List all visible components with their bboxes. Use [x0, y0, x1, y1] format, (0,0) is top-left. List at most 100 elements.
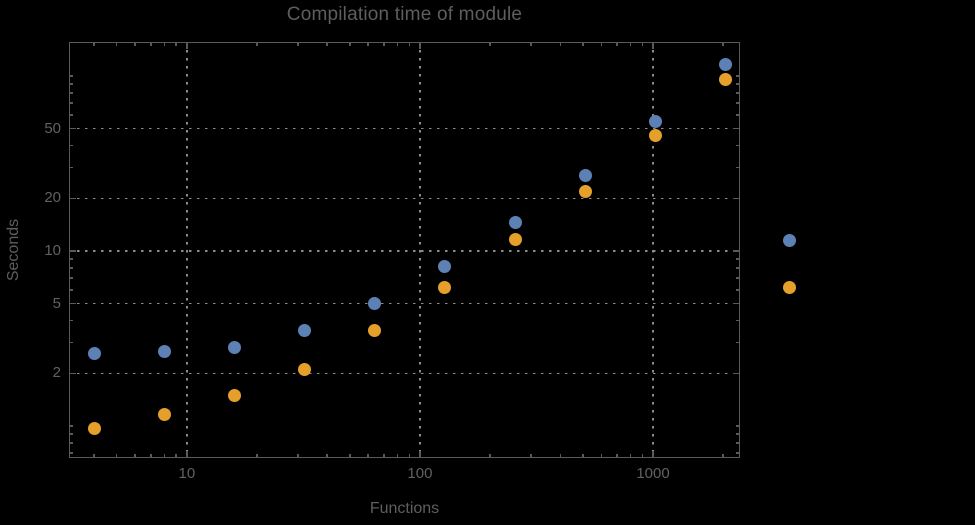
data-point-blue	[157, 345, 171, 359]
y-tick	[69, 197, 76, 200]
y-tick	[69, 258, 73, 260]
x-tick	[408, 42, 411, 46]
x-tick	[115, 42, 118, 46]
y-axis-label: Seconds	[5, 218, 22, 282]
x-tick	[326, 42, 328, 46]
data-point-orange	[157, 407, 171, 421]
gridline-y-20	[69, 197, 740, 200]
x-tick	[652, 42, 654, 49]
legend-marker-blue-series	[783, 234, 796, 247]
x-tick	[383, 42, 385, 46]
x-tick	[256, 454, 258, 458]
y-tick	[736, 267, 740, 269]
y-tick	[69, 302, 76, 305]
y-tick	[736, 319, 740, 322]
x-tick	[530, 42, 532, 46]
y-tick	[69, 425, 73, 427]
x-tick	[256, 42, 258, 46]
gridline-y-10	[69, 250, 740, 252]
y-tick	[69, 289, 73, 291]
x-tick	[367, 42, 369, 46]
x-tick	[616, 454, 618, 458]
data-point-blue	[227, 341, 241, 355]
y-tick	[69, 250, 76, 252]
y-tick	[69, 442, 73, 444]
x-tick	[163, 454, 166, 458]
chart-title: Compilation time of module	[286, 4, 523, 25]
x-tick	[297, 454, 299, 458]
y-tick	[733, 372, 740, 375]
x-tick	[150, 454, 152, 458]
y-tick	[733, 250, 740, 252]
x-tick	[616, 42, 618, 46]
y-tick	[736, 452, 740, 454]
x-tick	[396, 454, 399, 458]
y-tick	[69, 452, 73, 454]
x-tick	[559, 42, 561, 46]
data-point-blue	[648, 114, 662, 128]
y-tick	[733, 302, 740, 305]
y-tick-label-20: 20	[44, 189, 61, 207]
y-tick	[736, 92, 740, 94]
x-tick-label-100: 100	[407, 465, 433, 482]
y-tick	[69, 144, 73, 147]
y-tick	[69, 114, 73, 116]
gridline-x-1000	[652, 42, 654, 458]
y-tick	[736, 83, 740, 85]
x-tick	[652, 451, 654, 458]
x-tick	[186, 451, 188, 458]
y-tick	[69, 341, 73, 344]
x-tick	[297, 42, 299, 46]
data-point-orange	[298, 363, 312, 377]
x-tick	[600, 454, 603, 458]
x-tick	[582, 42, 584, 46]
y-tick	[69, 372, 76, 375]
data-point-orange	[508, 232, 522, 246]
data-point-blue	[578, 169, 592, 183]
y-tick-label-5: 5	[52, 294, 61, 312]
gridline-x-100	[419, 42, 421, 458]
data-point-orange	[719, 72, 733, 86]
x-tick	[150, 42, 152, 46]
x-tick	[349, 454, 351, 458]
y-tick	[69, 277, 73, 279]
y-tick-label-2: 2	[52, 364, 61, 382]
data-point-blue	[438, 259, 452, 273]
y-tick	[69, 433, 73, 435]
plot-area	[69, 42, 740, 458]
x-tick	[419, 42, 421, 49]
y-tick	[69, 267, 73, 269]
x-tick	[629, 454, 632, 458]
y-tick	[736, 114, 740, 116]
gridline-x-10	[186, 42, 188, 458]
x-tick	[582, 454, 584, 458]
x-tick	[115, 454, 118, 458]
x-tick	[489, 42, 491, 46]
data-point-orange	[87, 421, 101, 435]
x-tick	[175, 454, 177, 458]
y-tick	[736, 166, 740, 169]
x-tick	[600, 42, 603, 46]
y-tick	[733, 197, 740, 200]
x-tick	[396, 42, 399, 46]
x-tick	[349, 42, 351, 46]
y-tick	[69, 75, 73, 77]
x-tick	[408, 454, 411, 458]
y-tick	[69, 166, 73, 169]
x-tick	[134, 454, 136, 458]
y-tick	[69, 83, 73, 85]
y-tick	[736, 341, 740, 344]
y-tick	[69, 102, 73, 104]
y-tick	[733, 127, 740, 130]
x-tick	[186, 42, 188, 49]
gridline-y-2	[69, 372, 740, 375]
y-tick	[69, 319, 73, 322]
data-point-blue	[298, 324, 312, 338]
gridline-y-5	[69, 302, 740, 305]
data-point-orange	[578, 184, 592, 198]
y-tick	[736, 277, 740, 279]
x-tick	[383, 454, 385, 458]
y-tick-label-10: 10	[44, 242, 61, 260]
x-tick	[629, 42, 632, 46]
